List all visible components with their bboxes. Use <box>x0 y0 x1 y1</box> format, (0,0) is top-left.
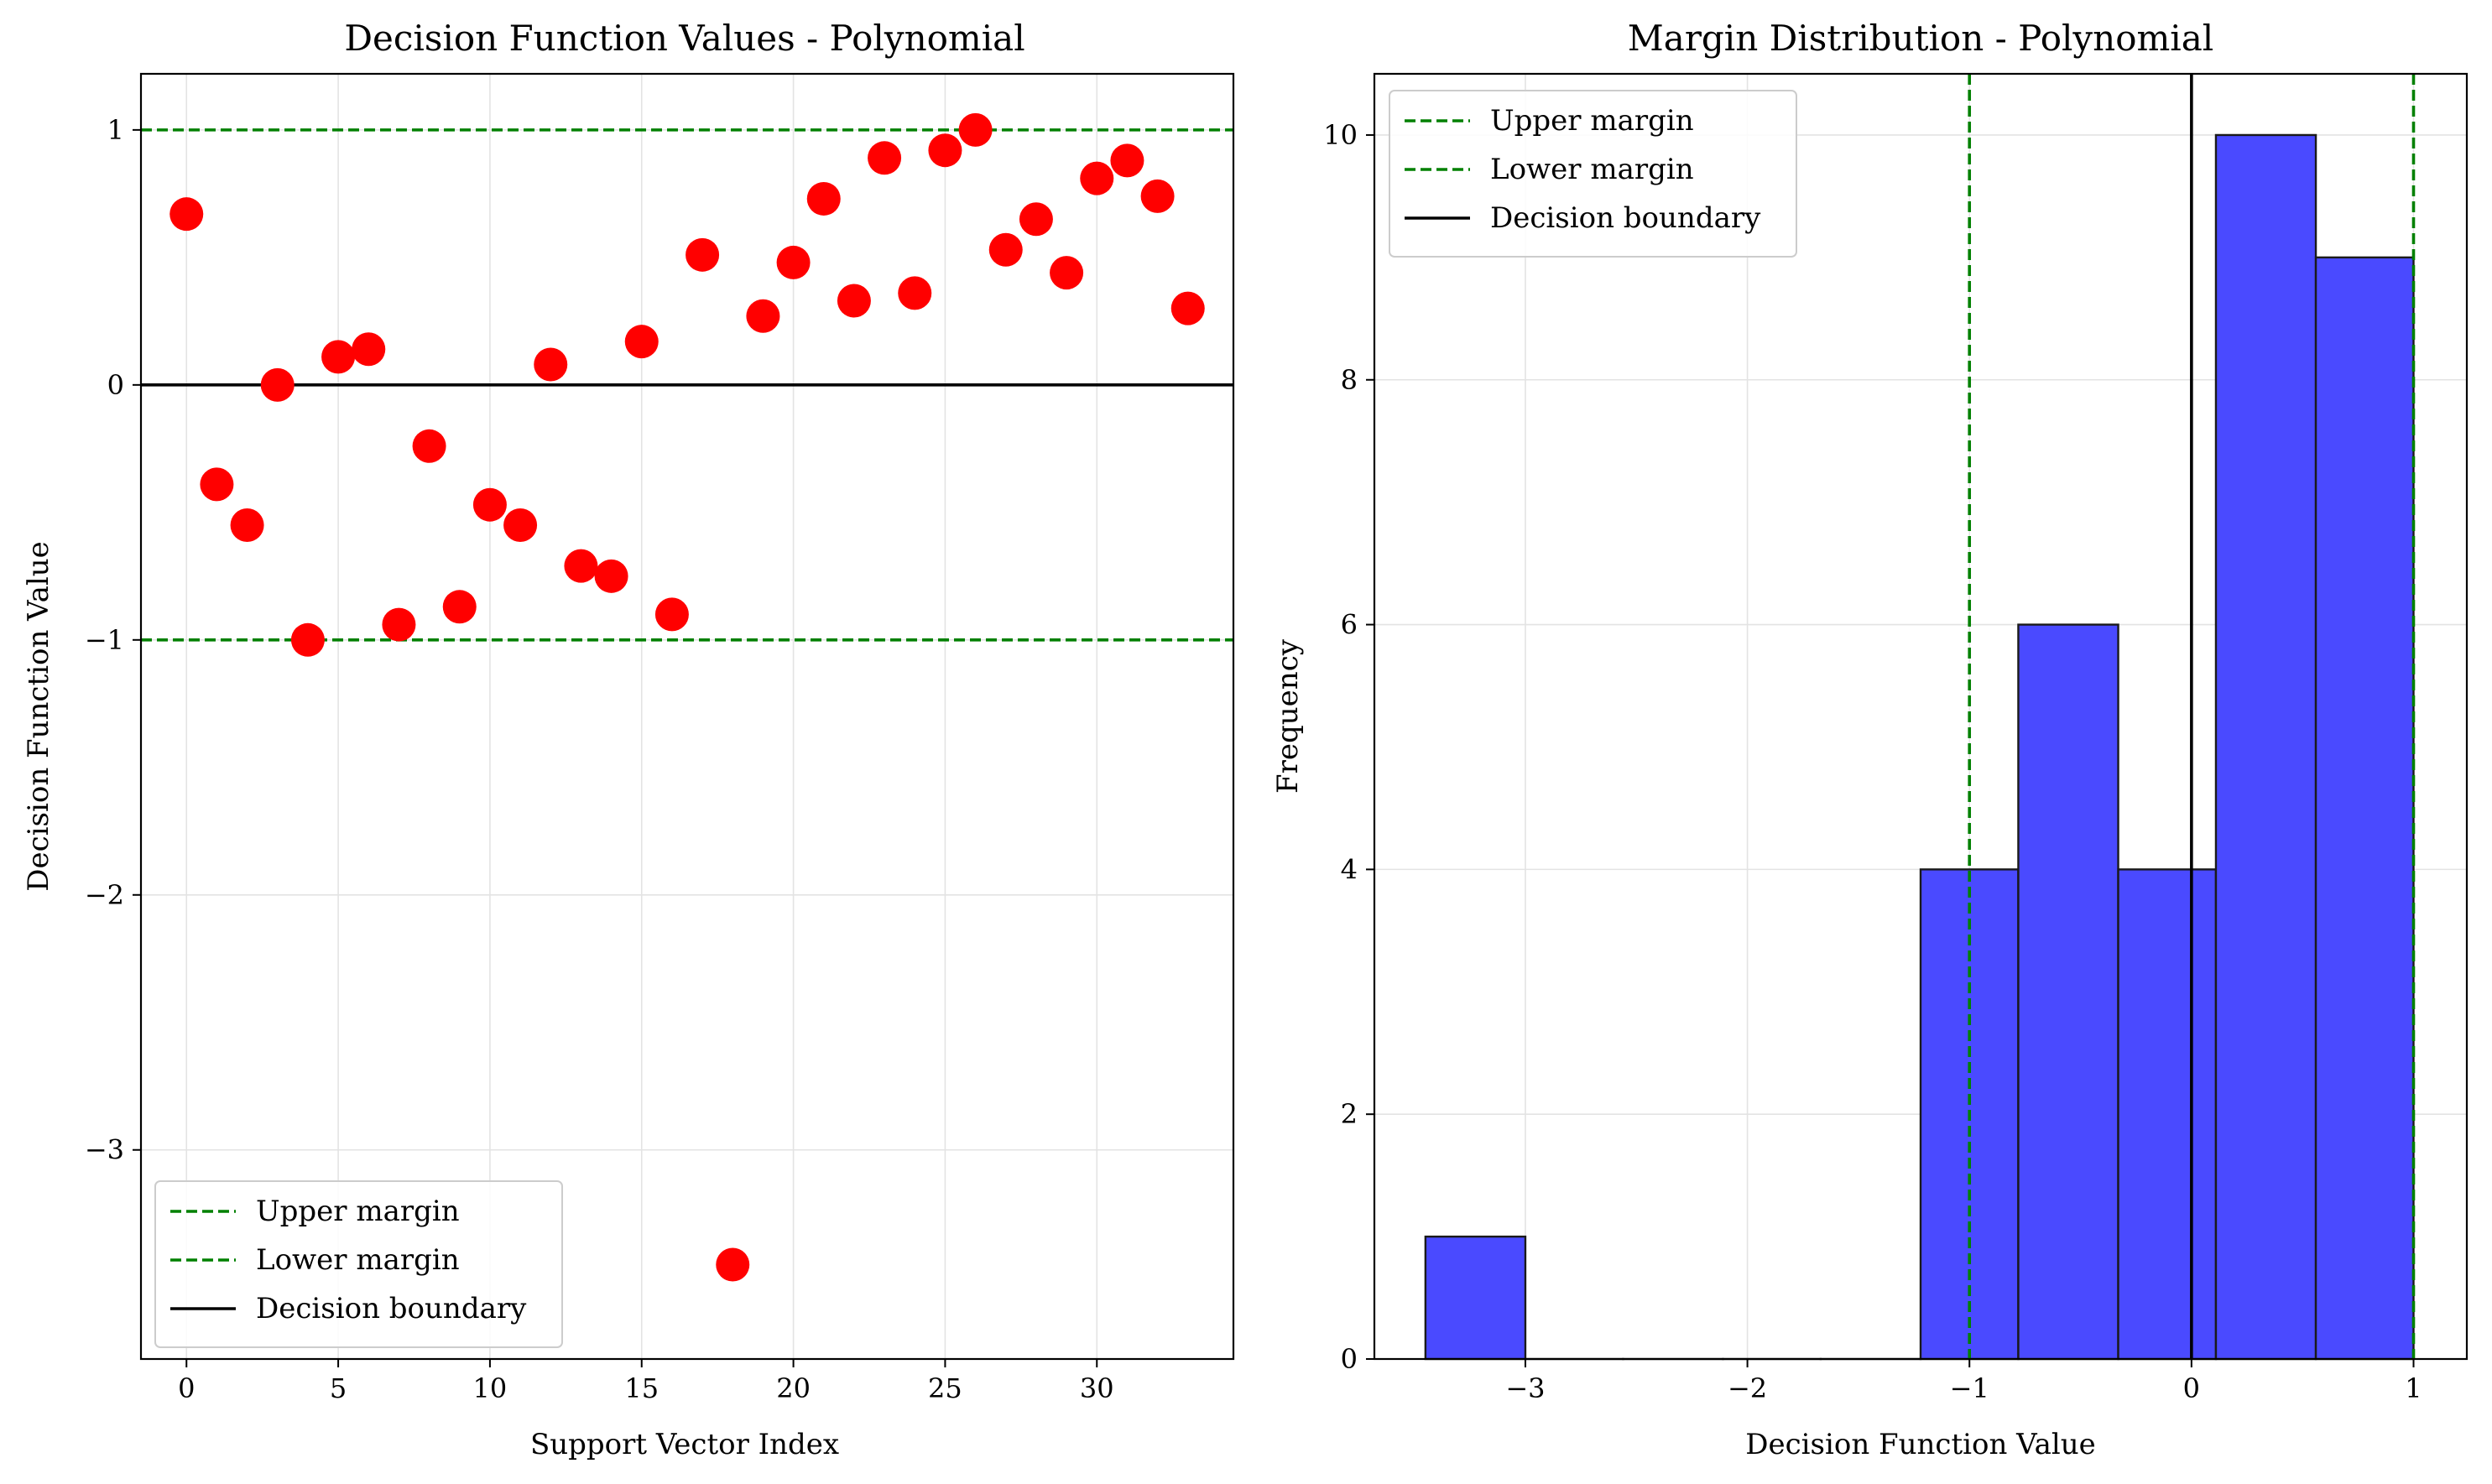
histogram-y-tick-label: 4 <box>1341 853 1358 885</box>
scatter-y-tick-label: −1 <box>85 624 124 656</box>
scatter-point <box>716 1247 750 1282</box>
scatter-point <box>928 133 962 168</box>
histogram-x-tick-label: −3 <box>1505 1372 1545 1404</box>
histogram-reference-lines <box>1968 74 2416 1359</box>
histogram-legend-box <box>1389 90 1797 258</box>
scatter-point <box>290 622 325 657</box>
histogram-x-tick-label: −2 <box>1728 1372 1767 1404</box>
scatter-legend: Upper margin Lower margin Decision boundar… <box>154 1180 563 1348</box>
histogram-y-axis-label: Frequency <box>1271 638 1305 794</box>
scatter-point <box>654 597 689 632</box>
scatter-point <box>1170 291 1205 325</box>
histogram-y-tick-label: 2 <box>1341 1098 1358 1130</box>
scatter-point <box>352 332 386 367</box>
scatter-x-tick-label: 15 <box>624 1372 659 1404</box>
scatter-point <box>1140 179 1175 213</box>
scatter-y-tick-label: −3 <box>85 1134 124 1166</box>
histogram-bar <box>2117 868 2218 1361</box>
scatter-point <box>837 284 871 318</box>
scatter-point <box>1050 256 1084 290</box>
histogram-bar <box>1424 1235 1527 1361</box>
scatter-x-tick-label: 10 <box>473 1372 508 1404</box>
histogram-legend-label: Lower margin <box>1490 153 1694 186</box>
scatter-point <box>1080 161 1114 195</box>
scatter-y-tick-label: 1 <box>107 114 124 146</box>
histogram-x-axis-label: Decision Function Value <box>1745 1428 2096 1461</box>
scatter-point <box>200 467 234 502</box>
scatter-point <box>776 245 811 279</box>
histogram-x-tick-label: 0 <box>2183 1372 2200 1404</box>
scatter-point <box>686 237 720 272</box>
histogram-axes-frame <box>1373 72 2469 1361</box>
scatter-legend-label: Upper margin <box>256 1195 460 1228</box>
histogram-legend: Upper margin Lower margin Decision boundar… <box>1389 90 1797 258</box>
scatter-ticks: 0 5 10 15 20 25 30 −3 −2 −1 0 1 <box>85 114 1114 1404</box>
scatter-point <box>169 197 204 232</box>
histogram-x-tick-label: −1 <box>1950 1372 1989 1404</box>
scatter-y-tick-label: 0 <box>107 369 124 401</box>
scatter-point <box>746 299 780 333</box>
scatter-point <box>564 549 598 583</box>
scatter-point <box>594 559 628 593</box>
scatter-point <box>472 487 507 522</box>
scatter-point <box>624 325 659 359</box>
scatter-legend-label: Lower margin <box>256 1243 460 1277</box>
scatter-axes-frame <box>139 72 1235 1361</box>
scatter-point <box>868 141 902 175</box>
scatter-point <box>534 347 568 382</box>
scatter-point <box>806 181 841 216</box>
scatter-point <box>1019 202 1053 237</box>
scatter-point <box>230 508 264 543</box>
histogram-y-tick-label: 10 <box>1323 119 1358 151</box>
histogram-x-tick-label: 1 <box>2405 1372 2422 1404</box>
scatter-point <box>442 590 477 624</box>
histogram-y-tick-label: 6 <box>1341 609 1358 641</box>
scatter-legend-box <box>154 1180 563 1348</box>
histogram-bar <box>2314 256 2415 1361</box>
scatter-point <box>958 112 993 147</box>
histogram-bars <box>1424 133 2415 1361</box>
scatter-x-tick-label: 5 <box>330 1372 347 1404</box>
histogram-legend-label: Decision boundary <box>1490 201 1761 235</box>
scatter-point <box>321 340 356 374</box>
scatter-point <box>260 367 295 402</box>
scatter-point <box>988 232 1023 267</box>
scatter-x-tick-label: 0 <box>178 1372 195 1404</box>
scatter-point <box>382 607 416 642</box>
scatter-legend-label: Decision boundary <box>256 1292 527 1325</box>
histogram-legend-label: Upper margin <box>1490 104 1694 138</box>
scatter-reference-lines <box>141 128 1233 642</box>
scatter-x-tick-label: 25 <box>928 1372 962 1404</box>
scatter-y-axis-label: Decision Function Value <box>22 541 55 892</box>
scatter-point <box>503 508 538 543</box>
scatter-point <box>412 429 446 463</box>
scatter-x-axis-label: Support Vector Index <box>530 1428 839 1461</box>
histogram-y-tick-label: 8 <box>1341 364 1358 396</box>
scatter-x-tick-label: 20 <box>776 1372 811 1404</box>
scatter-title: Decision Function Values - Polynomial <box>344 18 1024 59</box>
histogram-title: Margin Distribution - Polynomial <box>1628 18 2213 59</box>
histogram-y-tick-label: 0 <box>1341 1343 1358 1375</box>
histogram-bar <box>2017 623 2119 1361</box>
scatter-x-tick-label: 30 <box>1080 1372 1114 1404</box>
scatter-point <box>1110 143 1144 178</box>
histogram-bar <box>2214 133 2317 1361</box>
scatter-point <box>898 276 932 310</box>
scatter-panel: Decision Function Values - Polynomial 0 5… <box>22 18 1235 1461</box>
histogram-panel: Margin Distribution - Polynomial −3 −2 −1 0… <box>1271 18 2469 1461</box>
scatter-points <box>169 112 1205 1282</box>
scatter-y-tick-label: −2 <box>85 879 124 911</box>
